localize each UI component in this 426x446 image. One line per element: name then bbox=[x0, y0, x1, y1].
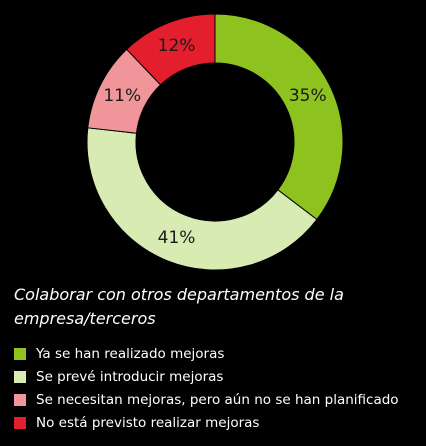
legend-swatch-not-planned bbox=[14, 416, 26, 429]
slice-label-planned: 41% bbox=[158, 228, 196, 248]
donut-slice-planned bbox=[86, 127, 318, 271]
legend-label-not-planned: No está previsto realizar mejoras bbox=[36, 414, 260, 431]
donut-chart-svg: 35% 41% 11% 12% bbox=[86, 13, 344, 271]
legend-swatch-needed bbox=[14, 393, 26, 406]
donut-slice-not-planned bbox=[125, 13, 216, 86]
legend: Ya se han realizado mejoras Se prevé int… bbox=[14, 342, 424, 434]
legend-label-planned: Se prevé introducir mejoras bbox=[36, 368, 224, 385]
legend-label-realized: Ya se han realizado mejoras bbox=[36, 345, 225, 362]
donut-slice-realized bbox=[214, 13, 344, 221]
slice-label-needed: 11% bbox=[103, 86, 141, 106]
legend-swatch-planned bbox=[14, 370, 26, 383]
legend-item-realized: Ya se han realizado mejoras bbox=[14, 342, 424, 365]
legend-swatch-realized bbox=[14, 347, 26, 360]
chart-title: Colaborar con otros departamentos de la … bbox=[14, 285, 344, 328]
donut-chart: 35% 41% 11% 12% bbox=[86, 13, 344, 271]
slice-label-not-planned: 12% bbox=[158, 36, 196, 56]
legend-item-planned: Se prevé introducir mejoras bbox=[14, 365, 424, 388]
legend-label-needed: Se necesitan mejoras, pero aún no se han… bbox=[36, 391, 399, 408]
legend-item-needed: Se necesitan mejoras, pero aún no se han… bbox=[14, 388, 424, 411]
legend-item-not-planned: No está previsto realizar mejoras bbox=[14, 411, 424, 434]
slice-label-realized: 35% bbox=[289, 86, 327, 106]
